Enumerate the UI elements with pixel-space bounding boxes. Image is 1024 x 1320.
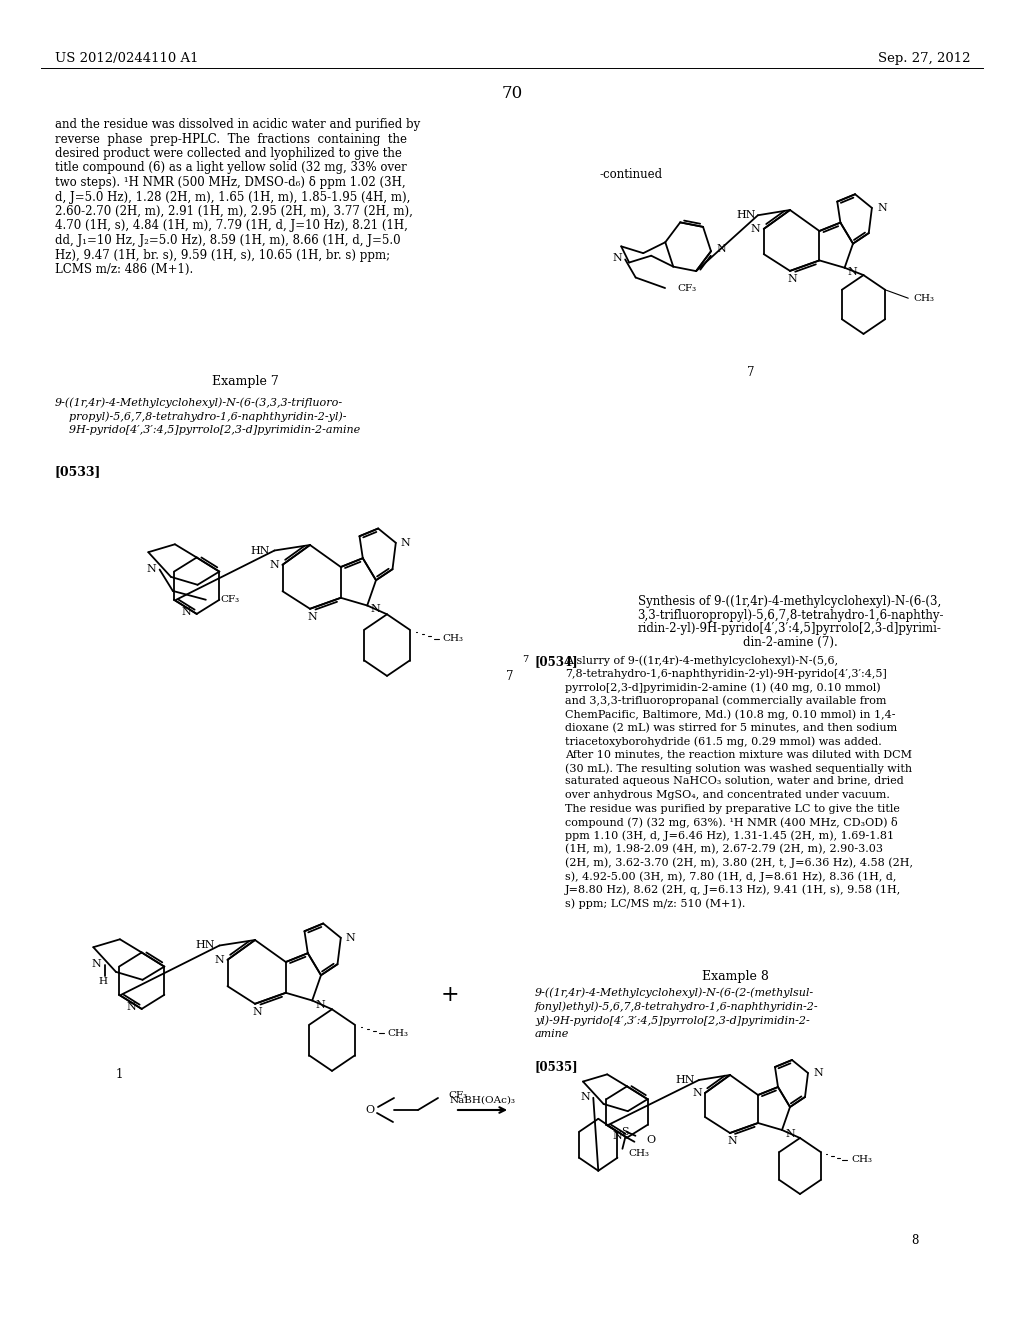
Text: NaBH(OAc)₃: NaBH(OAc)₃	[450, 1096, 515, 1105]
Text: saturated aqueous NaHCO₃ solution, water and brine, dried: saturated aqueous NaHCO₃ solution, water…	[565, 776, 904, 787]
Text: N: N	[371, 605, 380, 615]
Text: N: N	[612, 1131, 622, 1140]
Text: CH₃: CH₃	[913, 294, 935, 302]
Text: N: N	[269, 560, 280, 570]
Text: CF₃: CF₃	[449, 1092, 468, 1101]
Text: N: N	[92, 958, 101, 969]
Text: N: N	[877, 203, 887, 213]
Text: N: N	[612, 253, 622, 264]
Text: N: N	[252, 1007, 262, 1016]
Text: ridin-2-yl)-9H-pyrido[4′,3′:4,5]pyrrolo[2,3-d]pyrimi-: ridin-2-yl)-9H-pyrido[4′,3′:4,5]pyrrolo[…	[638, 622, 942, 635]
Text: The residue was purified by preparative LC to give the title: The residue was purified by preparative …	[565, 804, 900, 813]
Text: S: S	[622, 1127, 629, 1137]
Text: 3,3-trifluoropropyl)-5,6,7,8-tetrahydro-1,6-naphthy-: 3,3-trifluoropropyl)-5,6,7,8-tetrahydro-…	[637, 609, 943, 622]
Text: 9H-pyrido[4′,3′:4,5]pyrrolo[2,3-d]pyrimidin-2-amine: 9H-pyrido[4′,3′:4,5]pyrrolo[2,3-d]pyrimi…	[55, 425, 360, 436]
Text: title compound (6) as a light yellow solid (32 mg, 33% over: title compound (6) as a light yellow sol…	[55, 161, 407, 174]
Text: 2.60-2.70 (2H, m), 2.91 (1H, m), 2.95 (2H, m), 3.77 (2H, m),: 2.60-2.70 (2H, m), 2.91 (1H, m), 2.95 (2…	[55, 205, 413, 218]
Text: din-2-amine (7).: din-2-amine (7).	[742, 635, 838, 648]
Text: O: O	[647, 1135, 656, 1144]
Text: dioxane (2 mL) was stirred for 5 minutes, and then sodium: dioxane (2 mL) was stirred for 5 minutes…	[565, 722, 897, 733]
Text: 7: 7	[748, 366, 755, 379]
Text: HN: HN	[196, 940, 215, 950]
Text: HN: HN	[251, 545, 270, 556]
Text: and the residue was dissolved in acidic water and purified by: and the residue was dissolved in acidic …	[55, 117, 420, 131]
Text: (30 mL). The resulting solution was washed sequentially with: (30 mL). The resulting solution was wash…	[565, 763, 912, 774]
Text: CH₃: CH₃	[387, 1030, 409, 1038]
Text: After 10 minutes, the reaction mixture was diluted with DCM: After 10 minutes, the reaction mixture w…	[565, 750, 912, 759]
Text: N: N	[727, 1137, 737, 1146]
Text: O: O	[366, 1105, 375, 1115]
Text: Sep. 27, 2012: Sep. 27, 2012	[878, 51, 970, 65]
Text: dd, J₁=10 Hz, J₂=5.0 Hz), 8.59 (1H, m), 8.66 (1H, d, J=5.0: dd, J₁=10 Hz, J₂=5.0 Hz), 8.59 (1H, m), …	[55, 234, 400, 247]
Text: d, J=5.0 Hz), 1.28 (2H, m), 1.65 (1H, m), 1.85-1.95 (4H, m),: d, J=5.0 Hz), 1.28 (2H, m), 1.65 (1H, m)…	[55, 190, 411, 203]
Text: 70: 70	[502, 84, 522, 102]
Text: N: N	[581, 1092, 590, 1102]
Text: CF₃: CF₃	[220, 595, 240, 605]
Text: amine: amine	[535, 1030, 569, 1039]
Text: 4.70 (1H, s), 4.84 (1H, m), 7.79 (1H, d, J=10 Hz), 8.21 (1H,: 4.70 (1H, s), 4.84 (1H, m), 7.79 (1H, d,…	[55, 219, 408, 232]
Text: N: N	[401, 537, 411, 548]
Text: N: N	[146, 564, 157, 573]
Text: N: N	[751, 224, 761, 234]
Text: N: N	[787, 275, 797, 284]
Text: [0533]: [0533]	[55, 465, 101, 478]
Text: s), 4.92-5.00 (3H, m), 7.80 (1H, d, J=8.61 Hz), 8.36 (1H, d,: s), 4.92-5.00 (3H, m), 7.80 (1H, d, J=8.…	[565, 871, 896, 882]
Text: 9-((1r,4r)-4-Methylcyclohexyl)-N-(6-(2-(methylsul-: 9-((1r,4r)-4-Methylcyclohexyl)-N-(6-(2-(…	[535, 987, 814, 998]
Text: Example 7: Example 7	[212, 375, 279, 388]
Text: [0535]: [0535]	[535, 1060, 579, 1073]
Text: N: N	[346, 933, 355, 942]
Text: HN: HN	[675, 1074, 694, 1085]
Text: 1: 1	[116, 1068, 123, 1081]
Text: propyl)-5,6,7,8-tetrahydro-1,6-naphthyridin-2-yl)-: propyl)-5,6,7,8-tetrahydro-1,6-naphthyri…	[55, 411, 346, 421]
Text: N: N	[182, 607, 191, 616]
Text: pyrrolo[2,3-d]pyrimidin-2-amine (1) (40 mg, 0.10 mmol): pyrrolo[2,3-d]pyrimidin-2-amine (1) (40 …	[565, 682, 881, 693]
Text: over anhydrous MgSO₄, and concentrated under vacuum.: over anhydrous MgSO₄, and concentrated u…	[565, 789, 890, 800]
Text: (1H, m), 1.98-2.09 (4H, m), 2.67-2.79 (2H, m), 2.90-3.03: (1H, m), 1.98-2.09 (4H, m), 2.67-2.79 (2…	[565, 843, 883, 854]
Text: N: N	[315, 999, 325, 1010]
Text: s) ppm; LC/MS m/z: 510 (M+1).: s) ppm; LC/MS m/z: 510 (M+1).	[565, 898, 745, 908]
Text: compound (7) (32 mg, 63%). ¹H NMR (400 MHz, CD₃OD) δ: compound (7) (32 mg, 63%). ¹H NMR (400 M…	[565, 817, 898, 828]
Text: N: N	[813, 1068, 823, 1078]
Text: N: N	[716, 244, 726, 255]
Text: N: N	[848, 267, 857, 277]
Text: and 3,3,3-trifluoropropanal (commercially available from: and 3,3,3-trifluoropropanal (commerciall…	[565, 696, 887, 706]
Text: LCMS m/z: 486 (M+1).: LCMS m/z: 486 (M+1).	[55, 263, 194, 276]
Text: A slurry of 9-((1r,4r)-4-methylcyclohexyl)-N-(5,6,: A slurry of 9-((1r,4r)-4-methylcyclohexy…	[565, 655, 838, 665]
Text: reverse  phase  prep-HPLC.  The  fractions  containing  the: reverse phase prep-HPLC. The fractions c…	[55, 132, 407, 145]
Text: N: N	[127, 1002, 136, 1012]
Text: two steps). ¹H NMR (500 MHz, DMSO-d₆) δ ppm 1.02 (3H,: two steps). ¹H NMR (500 MHz, DMSO-d₆) δ …	[55, 176, 406, 189]
Text: 9-((1r,4r)-4-Methylcyclohexyl)-N-(6-(3,3,3-trifluoro-: 9-((1r,4r)-4-Methylcyclohexyl)-N-(6-(3,3…	[55, 397, 343, 408]
Text: triacetoxyborohydride (61.5 mg, 0.29 mmol) was added.: triacetoxyborohydride (61.5 mg, 0.29 mmo…	[565, 737, 882, 747]
Text: US 2012/0244110 A1: US 2012/0244110 A1	[55, 51, 199, 65]
Text: N: N	[785, 1129, 795, 1139]
Text: H: H	[98, 977, 108, 986]
Text: HN: HN	[736, 210, 756, 220]
Text: CH₃: CH₃	[851, 1155, 872, 1164]
Text: J=8.80 Hz), 8.62 (2H, q, J=6.13 Hz), 9.41 (1H, s), 9.58 (1H,: J=8.80 Hz), 8.62 (2H, q, J=6.13 Hz), 9.4…	[565, 884, 901, 895]
Text: N: N	[307, 611, 316, 622]
Text: N: N	[215, 954, 224, 965]
Text: Example 8: Example 8	[701, 970, 768, 983]
Text: +: +	[440, 983, 460, 1006]
Text: (2H, m), 3.62-3.70 (2H, m), 3.80 (2H, t, J=6.36 Hz), 4.58 (2H,: (2H, m), 3.62-3.70 (2H, m), 3.80 (2H, t,…	[565, 858, 913, 869]
Text: [0534]: [0534]	[535, 655, 579, 668]
Text: desired product were collected and lyophilized to give the: desired product were collected and lyoph…	[55, 147, 401, 160]
Text: 7: 7	[506, 671, 514, 684]
Text: ChemPacific, Baltimore, Md.) (10.8 mg, 0.10 mmol) in 1,4-: ChemPacific, Baltimore, Md.) (10.8 mg, 0…	[565, 709, 896, 719]
Text: 7: 7	[522, 655, 528, 664]
Text: CH₃: CH₃	[628, 1150, 649, 1158]
Text: yl)-9H-pyrido[4′,3′:4,5]pyrrolo[2,3-d]pyrimidin-2-: yl)-9H-pyrido[4′,3′:4,5]pyrrolo[2,3-d]py…	[535, 1015, 810, 1026]
Text: CH₃: CH₃	[442, 634, 464, 643]
Text: Synthesis of 9-((1r,4r)-4-methylcyclohexyl)-N-(6-(3,: Synthesis of 9-((1r,4r)-4-methylcyclohex…	[638, 595, 942, 609]
Text: fonyl)ethyl)-5,6,7,8-tetrahydro-1,6-naphthyridin-2-: fonyl)ethyl)-5,6,7,8-tetrahydro-1,6-naph…	[535, 1001, 818, 1011]
Text: Hz), 9.47 (1H, br. s), 9.59 (1H, s), 10.65 (1H, br. s) ppm;: Hz), 9.47 (1H, br. s), 9.59 (1H, s), 10.…	[55, 248, 390, 261]
Text: 8: 8	[911, 1233, 919, 1246]
Text: -continued: -continued	[600, 168, 664, 181]
Text: ppm 1.10 (3H, d, J=6.46 Hz), 1.31-1.45 (2H, m), 1.69-1.81: ppm 1.10 (3H, d, J=6.46 Hz), 1.31-1.45 (…	[565, 830, 894, 841]
Text: N: N	[692, 1088, 701, 1098]
Text: 7,8-tetrahydro-1,6-naphthyridin-2-yl)-9H-pyrido[4′,3′:4,5]: 7,8-tetrahydro-1,6-naphthyridin-2-yl)-9H…	[565, 668, 887, 678]
Text: CF₃: CF₃	[678, 284, 696, 293]
